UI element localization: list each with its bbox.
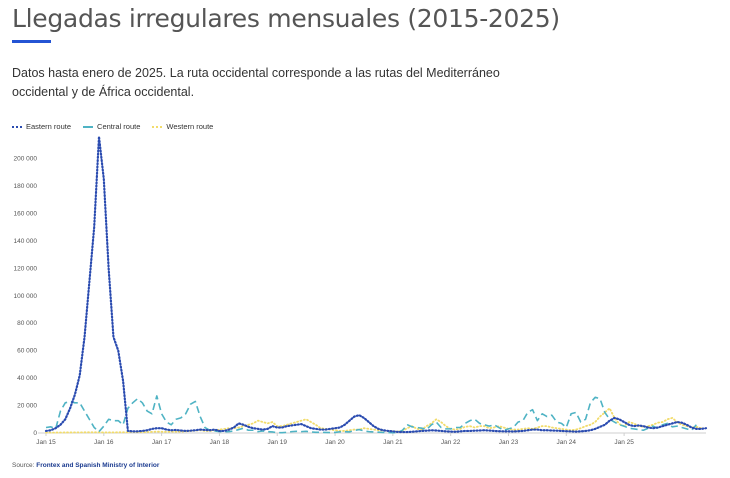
x-tick-label: Jan 20 xyxy=(325,439,345,446)
y-tick-label: 0 xyxy=(33,430,37,437)
source-note: Source: Frontex and Spanish Ministry of … xyxy=(12,462,159,469)
legend-swatch-central xyxy=(83,125,94,128)
y-tick-label: 120 000 xyxy=(14,265,38,272)
x-tick-label: Jan 18 xyxy=(210,439,230,446)
legend-item-western[interactable]: Western route xyxy=(152,122,213,131)
y-tick-label: 100 000 xyxy=(14,293,38,300)
legend-item-eastern[interactable]: Eastern route xyxy=(12,122,71,131)
y-tick-label: 200 000 xyxy=(14,156,38,163)
x-tick-label: Jan 19 xyxy=(267,439,287,446)
y-tick-label: 20 000 xyxy=(17,403,37,410)
x-tick-label: Jan 15 xyxy=(36,439,56,446)
y-tick-label: 140 000 xyxy=(14,238,38,245)
y-tick-label: 180 000 xyxy=(14,183,38,190)
y-tick-label: 160 000 xyxy=(14,210,38,217)
x-tick-label: Jan 16 xyxy=(94,439,114,446)
x-tick-label: Jan 17 xyxy=(152,439,172,446)
chart-title: Llegadas irregulares mensuales (2015-202… xyxy=(12,4,560,33)
title-accent-bar xyxy=(12,40,51,43)
x-tick-label: Jan 23 xyxy=(499,439,519,446)
series-line-western[interactable] xyxy=(45,407,703,434)
series-line-eastern[interactable] xyxy=(44,135,708,434)
source-label: Source: xyxy=(12,462,35,469)
x-tick-label: Jan 24 xyxy=(557,439,577,446)
legend-label-western: Western route xyxy=(166,122,214,131)
series-line-central[interactable] xyxy=(45,395,697,434)
x-tick-label: Jan 25 xyxy=(614,439,634,446)
chart-subtitle: Datos hasta enero de 2025. La ruta occid… xyxy=(12,66,500,99)
legend-item-central[interactable]: Central route xyxy=(83,122,140,131)
y-tick-label: 40 000 xyxy=(17,375,37,382)
legend-swatch-western xyxy=(152,125,163,128)
source-link[interactable]: Frontex and Spanish Ministry of Interior xyxy=(36,462,160,469)
y-tick-label: 60 000 xyxy=(17,348,37,355)
x-tick-label: Jan 21 xyxy=(383,439,403,446)
y-tick-label: 80 000 xyxy=(17,320,37,327)
legend-label-eastern: Eastern route xyxy=(26,122,72,131)
legend-label-central: Central route xyxy=(97,122,141,131)
legend: Eastern route Central route Western rout… xyxy=(12,122,213,131)
x-tick-label: Jan 22 xyxy=(441,439,461,446)
legend-swatch-eastern xyxy=(12,125,22,128)
